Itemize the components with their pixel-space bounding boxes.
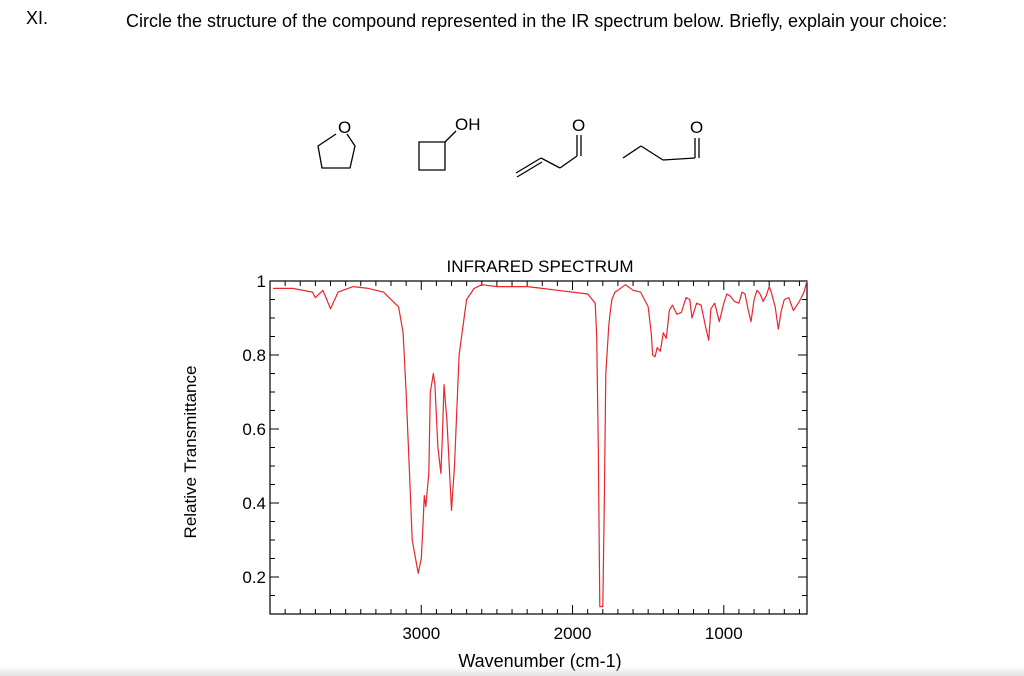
bottom-shadow [0,666,1024,676]
x-tick-label: 3000 [402,624,440,643]
structure-unsaturated-carbonyl[interactable] [515,135,582,178]
structure-cyclobutanol[interactable] [418,130,457,171]
x-tick-label: 2000 [554,624,592,643]
structure-saturated-carbonyl[interactable] [622,138,700,161]
y-tick-label: 0.2 [242,568,266,587]
y-tick-label: 0.4 [242,494,266,513]
y-tick-label: 0.8 [242,346,266,365]
question-prompt: Circle the structure of the compound rep… [126,11,948,31]
atom-label: OH [455,115,481,134]
plot-frame [269,280,808,615]
structure-choices: O OH O O [317,115,703,178]
atom-label: O [690,118,703,137]
atom-label: O [572,116,585,135]
y-tick-label: 0.6 [242,420,266,439]
atom-label: O [338,118,351,137]
x-tick-label: 1000 [705,624,743,643]
question-number: XI. [26,8,49,28]
chart-title: INFRARED SPECTRUM [446,257,633,276]
spectrum-line [273,280,808,608]
y-axis-label: Relative Transmittance [181,366,200,539]
y-tick-label: 1 [257,272,266,291]
structure-thf[interactable] [317,133,356,169]
